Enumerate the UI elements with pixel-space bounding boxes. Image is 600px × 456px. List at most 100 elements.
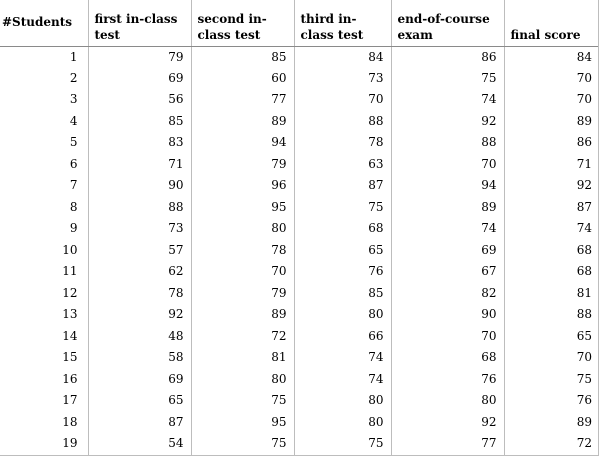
- exam-cell: 70: [390, 325, 504, 347]
- final-score-cell: 89: [503, 110, 599, 132]
- exam-cell: 74: [390, 218, 504, 240]
- third-test-cell: 76: [293, 261, 391, 283]
- student-number-cell: 8: [69, 199, 78, 214]
- exam-cell: 92: [390, 110, 504, 132]
- table-row: 9 73 80 68 74 74: [0, 218, 599, 240]
- third-test-cell: 74: [293, 347, 391, 369]
- final-score-cell: 65: [503, 325, 599, 347]
- exam-cell: 94: [390, 175, 504, 197]
- second-test-cell: 96: [190, 175, 294, 197]
- third-test-cell: 80: [293, 390, 391, 412]
- second-test-cell: 95: [190, 411, 294, 433]
- exam-cell: 80: [390, 390, 504, 412]
- student-number-cell: 17: [62, 393, 78, 408]
- first-test-cell: 57: [87, 239, 191, 261]
- table-row: 18 87 95 80 92 89: [0, 411, 599, 433]
- second-test-cell: 72: [190, 325, 294, 347]
- header-first-test: first in-class test: [87, 0, 191, 47]
- student-number-cell: 5: [69, 135, 78, 150]
- second-test-cell: 80: [190, 368, 294, 390]
- first-test-cell: 92: [87, 304, 191, 326]
- third-test-cell: 87: [293, 175, 391, 197]
- final-score-cell: 92: [503, 175, 599, 197]
- header-final-score: final score: [503, 0, 599, 47]
- exam-cell: 86: [390, 46, 504, 68]
- third-test-cell: 74: [293, 368, 391, 390]
- table-row: 17 65 75 80 80 76: [0, 390, 599, 412]
- third-test-cell: 68: [293, 218, 391, 240]
- first-test-cell: 69: [87, 67, 191, 89]
- first-test-cell: 71: [87, 153, 191, 175]
- table-row: 8 88 95 75 89 87: [0, 196, 599, 218]
- student-number-cell: 14: [62, 328, 78, 343]
- student-number-cell: 10: [62, 242, 78, 257]
- final-score-cell: 68: [503, 239, 599, 261]
- student-number-cell: 19: [62, 436, 78, 451]
- first-test-cell: 65: [87, 390, 191, 412]
- third-test-cell: 73: [293, 67, 391, 89]
- table-row: 19 54 75 75 77 72: [0, 433, 599, 455]
- second-test-cell: 77: [190, 89, 294, 111]
- first-test-cell: 48: [87, 325, 191, 347]
- second-test-cell: 75: [190, 433, 294, 455]
- second-test-cell: 75: [190, 390, 294, 412]
- table-row: 2 69 60 73 75 70: [0, 67, 599, 89]
- final-score-cell: 89: [503, 411, 599, 433]
- table-row: 10 57 78 65 69 68: [0, 239, 599, 261]
- final-score-cell: 76: [503, 390, 599, 412]
- first-test-cell: 58: [87, 347, 191, 369]
- table-row: 15 58 81 74 68 70: [0, 347, 599, 369]
- table-row: 12 78 79 85 82 81: [0, 282, 599, 304]
- first-test-cell: 56: [87, 89, 191, 111]
- third-test-cell: 84: [293, 46, 391, 68]
- third-test-cell: 80: [293, 304, 391, 326]
- second-test-cell: 79: [190, 153, 294, 175]
- first-test-cell: 87: [87, 411, 191, 433]
- final-score-cell: 70: [503, 67, 599, 89]
- student-number-cell: 11: [62, 264, 78, 279]
- third-test-cell: 66: [293, 325, 391, 347]
- third-test-cell: 78: [293, 132, 391, 154]
- table-row: 7 90 96 87 94 92: [0, 175, 599, 197]
- student-number-cell: 16: [62, 371, 78, 386]
- exam-cell: 74: [390, 89, 504, 111]
- exam-cell: 76: [390, 368, 504, 390]
- table-row: 1 79 85 84 86 84: [0, 46, 599, 68]
- table-row: 6 71 79 63 70 71: [0, 153, 599, 175]
- table-row: 3 56 77 70 74 70: [0, 89, 599, 111]
- first-test-cell: 88: [87, 196, 191, 218]
- exam-cell: 68: [390, 347, 504, 369]
- exam-cell: 67: [390, 261, 504, 283]
- student-number-cell: 7: [69, 178, 78, 193]
- first-test-cell: 83: [87, 132, 191, 154]
- third-test-cell: 63: [293, 153, 391, 175]
- second-test-cell: 79: [190, 282, 294, 304]
- student-number-cell: 9: [69, 221, 78, 236]
- table-row: 4 85 89 88 92 89: [0, 110, 599, 132]
- third-test-cell: 70: [293, 89, 391, 111]
- final-score-cell: 84: [503, 46, 599, 68]
- final-score-cell: 88: [503, 304, 599, 326]
- second-test-cell: 85: [190, 46, 294, 68]
- table-row: 14 48 72 66 70 65: [0, 325, 599, 347]
- header-row: #Students first in-class test second in-…: [0, 0, 599, 47]
- exam-cell: 89: [390, 196, 504, 218]
- first-test-cell: 85: [87, 110, 191, 132]
- exam-cell: 88: [390, 132, 504, 154]
- first-test-cell: 54: [87, 433, 191, 455]
- table-row: 16 69 80 74 76 75: [0, 368, 599, 390]
- exam-cell: 90: [390, 304, 504, 326]
- student-number-cell: 13: [62, 307, 78, 322]
- first-test-cell: 79: [87, 46, 191, 68]
- student-number-cell: 4: [69, 113, 78, 128]
- student-number-cell: 2: [69, 70, 78, 85]
- exam-cell: 75: [390, 67, 504, 89]
- final-score-cell: 87: [503, 196, 599, 218]
- header-third-test: third in-class test: [293, 0, 391, 47]
- table-row: 5 83 94 78 88 86: [0, 132, 599, 154]
- first-test-cell: 62: [87, 261, 191, 283]
- third-test-cell: 85: [293, 282, 391, 304]
- final-score-cell: 81: [503, 282, 599, 304]
- second-test-cell: 89: [190, 304, 294, 326]
